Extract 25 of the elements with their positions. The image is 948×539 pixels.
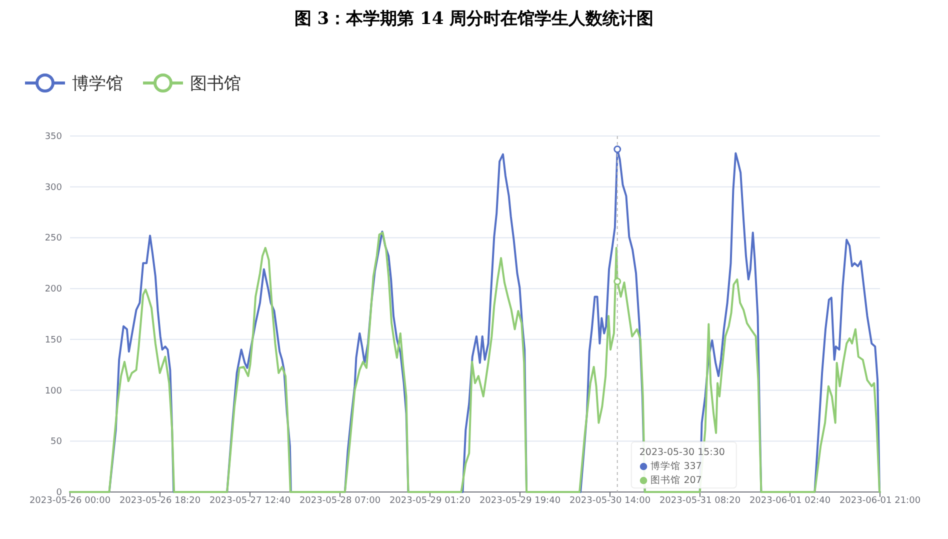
y-tick-label: 50 xyxy=(50,437,62,448)
annotation: ● 图书馆 207 xyxy=(639,474,702,486)
x-tick-label: 2023-05-29 19:40 xyxy=(479,496,561,506)
x-tick-label: 2023-06-01 02:40 xyxy=(749,496,831,506)
x-tick-label: 2023-05-27 12:40 xyxy=(209,496,291,506)
annotation: ● 博学馆 337 xyxy=(639,460,702,472)
x-tick-label: 2023-05-31 08:20 xyxy=(659,496,741,506)
x-tick-label: 2023-05-26 00:00 xyxy=(29,496,111,506)
y-tick-label: 200 xyxy=(44,284,62,295)
y-tick-label: 250 xyxy=(44,234,62,244)
y-tick-label: 350 xyxy=(44,132,62,142)
x-tick-label: 2023-05-30 14:00 xyxy=(569,496,651,506)
y-tick-label: 0 xyxy=(56,488,62,498)
x-tick-label: 2023-06-01 21:00 xyxy=(839,496,921,506)
tooltip: 2023-05-30 15:30 ● 博学馆 337 ● 图书馆 207 xyxy=(630,442,737,488)
legend-label: 博学馆 xyxy=(72,74,123,94)
x-tick-label: 2023-05-28 07:00 xyxy=(299,496,381,506)
x-tick-label: 2023-05-29 01:20 xyxy=(389,496,471,506)
annotation: 2023-05-30 15:30 xyxy=(639,447,725,458)
legend-label: 图书馆 xyxy=(190,74,241,94)
y-tick-label: 300 xyxy=(44,182,62,193)
y-tick-label: 100 xyxy=(44,386,62,396)
chart-title: 图 3：本学期第 14 周分时在馆学生人数统计图 xyxy=(294,9,654,29)
x-tick-label: 2023-05-26 18:20 xyxy=(119,496,201,506)
y-tick-label: 150 xyxy=(44,335,62,346)
